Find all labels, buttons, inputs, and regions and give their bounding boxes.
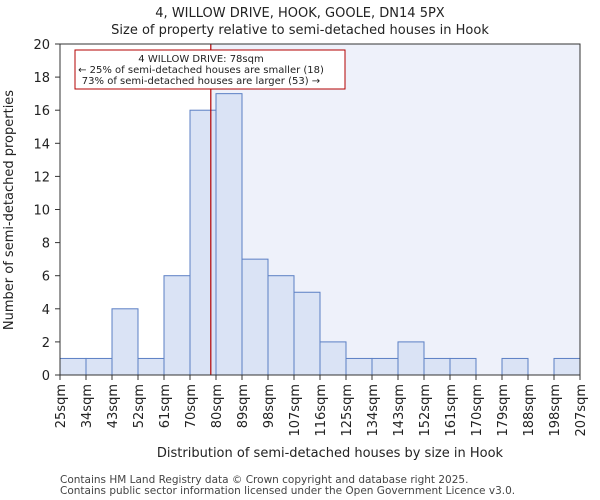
bar bbox=[241, 258, 269, 376]
y-ticks: 0 2 4 6 8 10 12 14 16 18 20 bbox=[33, 38, 60, 384]
bar bbox=[137, 357, 165, 376]
y-tick-label: 12 bbox=[33, 170, 50, 185]
bar bbox=[189, 109, 217, 376]
bar bbox=[371, 357, 399, 376]
x-tick-label: 98sqm bbox=[262, 384, 277, 428]
x-tick-label: 52sqm bbox=[132, 384, 147, 428]
x-tick-label: 89sqm bbox=[236, 384, 251, 428]
x-tick-label: 107sqm bbox=[288, 384, 303, 437]
y-tick-label: 14 bbox=[33, 137, 50, 152]
annotation-line-2: ← 25% of semi-detached houses are smalle… bbox=[78, 65, 324, 76]
bar bbox=[59, 357, 87, 376]
y-tick-label: 20 bbox=[33, 38, 50, 53]
x-tick-label: 61sqm bbox=[158, 384, 173, 428]
y-tick-label: 4 bbox=[42, 303, 50, 318]
bar bbox=[501, 357, 529, 376]
x-tick-label: 116sqm bbox=[314, 384, 329, 437]
bars bbox=[59, 93, 581, 376]
footer-line-2: Contains public sector information licen… bbox=[60, 485, 515, 497]
y-tick-label: 18 bbox=[33, 71, 50, 86]
bar bbox=[423, 357, 451, 376]
x-tick-label: 161sqm bbox=[444, 384, 459, 437]
x-tick-label: 170sqm bbox=[470, 384, 485, 437]
x-tick-label: 143sqm bbox=[392, 384, 407, 437]
bar bbox=[215, 93, 243, 376]
annotation-line-1: 4 WILLOW DRIVE: 78sqm bbox=[138, 54, 263, 65]
x-tick-label: 125sqm bbox=[340, 384, 355, 437]
x-tick-label: 152sqm bbox=[418, 384, 433, 437]
bar bbox=[553, 357, 581, 376]
y-tick-label: 10 bbox=[33, 204, 50, 219]
x-tick-label: 198sqm bbox=[548, 384, 563, 437]
x-ticks: 25sqm 34sqm 43sqm 52sqm 61sqm 70sqm 80sqm 89sqm… bbox=[54, 375, 589, 437]
x-tick-label: 134sqm bbox=[366, 384, 381, 437]
annotation-box: 4 WILLOW DRIVE: 78sqm ← 25% of semi-deta… bbox=[74, 49, 346, 90]
chart-title: 4, WILLOW DRIVE, HOOK, GOOLE, DN14 5PX bbox=[155, 6, 445, 21]
x-tick-label: 207sqm bbox=[574, 384, 589, 437]
x-tick-label: 25sqm bbox=[54, 384, 69, 428]
x-tick-label: 179sqm bbox=[496, 384, 511, 437]
annotation-frame bbox=[74, 49, 346, 90]
x-tick-label: 80sqm bbox=[210, 384, 225, 428]
bar bbox=[397, 341, 425, 376]
bar bbox=[345, 357, 373, 376]
x-tick-label: 43sqm bbox=[106, 384, 121, 428]
chart-subtitle: Size of property relative to semi-detach… bbox=[111, 23, 489, 38]
bar bbox=[293, 291, 321, 376]
bar bbox=[319, 341, 347, 376]
bar bbox=[85, 357, 113, 376]
bar bbox=[163, 275, 191, 376]
x-tick-label: 70sqm bbox=[184, 384, 199, 428]
y-tick-label: 2 bbox=[42, 336, 50, 351]
footer-line-1: Contains HM Land Registry data © Crown c… bbox=[60, 474, 468, 486]
y-axis-label: Number of semi-detached properties bbox=[2, 90, 17, 330]
x-tick-label: 188sqm bbox=[522, 384, 537, 437]
x-tick-label: 34sqm bbox=[80, 384, 95, 428]
y-tick-label: 8 bbox=[42, 237, 50, 252]
y-tick-label: 6 bbox=[42, 270, 50, 285]
y-tick-label: 0 bbox=[42, 369, 50, 384]
y-tick-label: 16 bbox=[33, 104, 50, 119]
bar bbox=[449, 357, 477, 376]
x-axis-label: Distribution of semi-detached houses by … bbox=[157, 446, 504, 461]
bar bbox=[111, 308, 139, 376]
bar bbox=[267, 275, 295, 376]
annotation-line-3: 73% of semi-detached houses are larger (… bbox=[82, 76, 320, 87]
